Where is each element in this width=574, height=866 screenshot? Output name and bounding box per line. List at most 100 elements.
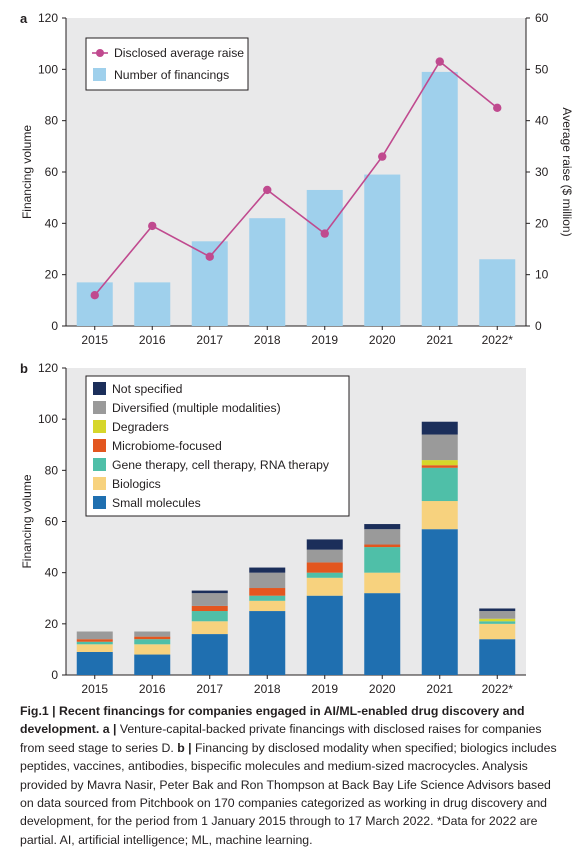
y-tick-label: 80	[45, 114, 59, 128]
stacked-segment	[421, 460, 458, 466]
x-tick-label: 2019	[311, 333, 338, 347]
bar-number-of-financings	[249, 218, 286, 326]
x-tick-label: 2015	[81, 333, 108, 347]
caption-a-text: Venture-capital-backed private financing…	[20, 722, 542, 755]
legend-swatch	[93, 496, 106, 509]
x-tick-label: 2021	[426, 333, 453, 347]
stacked-segment	[191, 590, 228, 594]
legend-label: Small molecules	[112, 496, 201, 510]
legend-label: Biologics	[112, 477, 161, 491]
stacked-segment	[421, 467, 458, 502]
stacked-segment	[479, 618, 516, 622]
y-tick-label: 20	[45, 268, 59, 282]
stacked-segment	[364, 547, 401, 573]
legend-swatch	[93, 382, 106, 395]
caption-b-label: b |	[177, 740, 192, 755]
stacked-segment	[479, 623, 516, 640]
stacked-segment	[76, 631, 113, 640]
legend-swatch	[93, 477, 106, 490]
y2-tick-label: 30	[535, 165, 549, 179]
line-disclosed-average-raise	[94, 60, 498, 296]
stacked-segment	[76, 639, 113, 642]
stacked-segment	[134, 636, 171, 640]
x-tick-label: 2015	[81, 682, 108, 696]
legend-swatch	[93, 439, 106, 452]
stacked-segment	[191, 621, 228, 635]
stacked-segment	[249, 572, 286, 589]
stacked-segment	[134, 631, 171, 637]
panel-a: a 0 20 40 60 80 100 120 Financing volume 0 10 20 30 4…	[20, 11, 574, 347]
y2-tick-label: 40	[535, 114, 549, 128]
y-tick-label: 20	[45, 617, 59, 631]
stacked-segment	[306, 595, 343, 675]
y-tick-label: 40	[45, 566, 59, 580]
stacked-segment	[249, 600, 286, 612]
x-tick-label: 2019	[311, 682, 338, 696]
legend-swatch	[93, 420, 106, 433]
y-axis-title: Financing volume	[20, 474, 34, 568]
y2-tick-label: 10	[535, 268, 549, 282]
stacked-segment	[134, 639, 171, 645]
stacked-segment	[249, 595, 286, 601]
stacked-segment	[76, 641, 113, 645]
x-tick-label: 2020	[369, 682, 396, 696]
stacked-segment	[421, 529, 458, 675]
legend-box	[85, 37, 249, 91]
x-tick-label: 2018	[254, 682, 281, 696]
panel-label: b	[20, 361, 28, 376]
stacked-segment	[364, 572, 401, 594]
legend-box	[85, 375, 350, 517]
stacked-segment	[421, 465, 458, 468]
x-tick-label: 2021	[426, 682, 453, 696]
stacked-segment	[306, 577, 343, 596]
y2-tick-label: 50	[535, 62, 549, 76]
point-disclosed-average-raise	[205, 252, 214, 261]
stacked-segment	[364, 544, 401, 548]
y-tick-label: 120	[38, 11, 58, 25]
legend-label: Gene therapy, cell therapy, RNA therapy	[112, 458, 330, 472]
point-disclosed-average-raise	[378, 152, 387, 161]
stacked-segment	[479, 611, 516, 619]
legend: Disclosed average raise Number of financi…	[85, 37, 249, 91]
stacked-segment	[191, 593, 228, 606]
y-tick-label: 60	[45, 165, 59, 179]
y2-axis-title: Average raise ($ million)	[560, 107, 574, 236]
stacked-segment	[421, 434, 458, 461]
stacked-segment	[76, 651, 113, 675]
figure-caption: Fig.1 | Recent financings for companies …	[20, 702, 560, 849]
bar-number-of-financings	[76, 282, 113, 326]
stacked-segment	[134, 644, 171, 655]
stacked-segment	[479, 621, 516, 624]
point-disclosed-average-raise	[148, 221, 157, 231]
y2-tick-label: 60	[535, 11, 549, 25]
legend-label: Not specified	[112, 382, 182, 396]
bar-number-of-financings	[364, 174, 401, 326]
stacked-segment	[421, 421, 458, 435]
y-tick-label: 80	[45, 463, 59, 477]
stacked-segment	[249, 567, 286, 573]
legend-label-average-raise: Disclosed average raise	[114, 46, 244, 60]
caption-a-label: a |	[102, 722, 117, 737]
stacked-segment	[191, 605, 228, 612]
y-tick-label: 0	[51, 668, 58, 682]
legend-bar-swatch	[93, 68, 106, 81]
bar-number-of-financings	[421, 71, 458, 327]
x-tick-label: 2016	[139, 682, 166, 696]
x-tick-label: 2017	[196, 682, 223, 696]
panel-b: b 0 20 40 60 80 100 120 Financing volume 2015 2016…	[20, 361, 526, 696]
point-disclosed-average-raise	[90, 291, 99, 300]
stacked-segment	[191, 634, 228, 675]
y2-tick-label: 0	[535, 319, 542, 333]
stacked-segment	[479, 639, 516, 675]
y-axis-title: Financing volume	[20, 125, 34, 219]
x-tick-label: 2016	[139, 333, 166, 347]
y-tick-label: 60	[45, 515, 59, 529]
stacked-segment	[364, 529, 401, 545]
stacked-segment	[76, 644, 113, 652]
stacked-segment	[364, 524, 401, 530]
y2-tick-label: 20	[535, 216, 549, 230]
stacked-segment	[134, 654, 171, 675]
legend-point-swatch	[96, 49, 104, 57]
stacked-segment	[249, 611, 286, 675]
caption-title: Fig.1 | Recent financings for companies …	[20, 704, 525, 737]
